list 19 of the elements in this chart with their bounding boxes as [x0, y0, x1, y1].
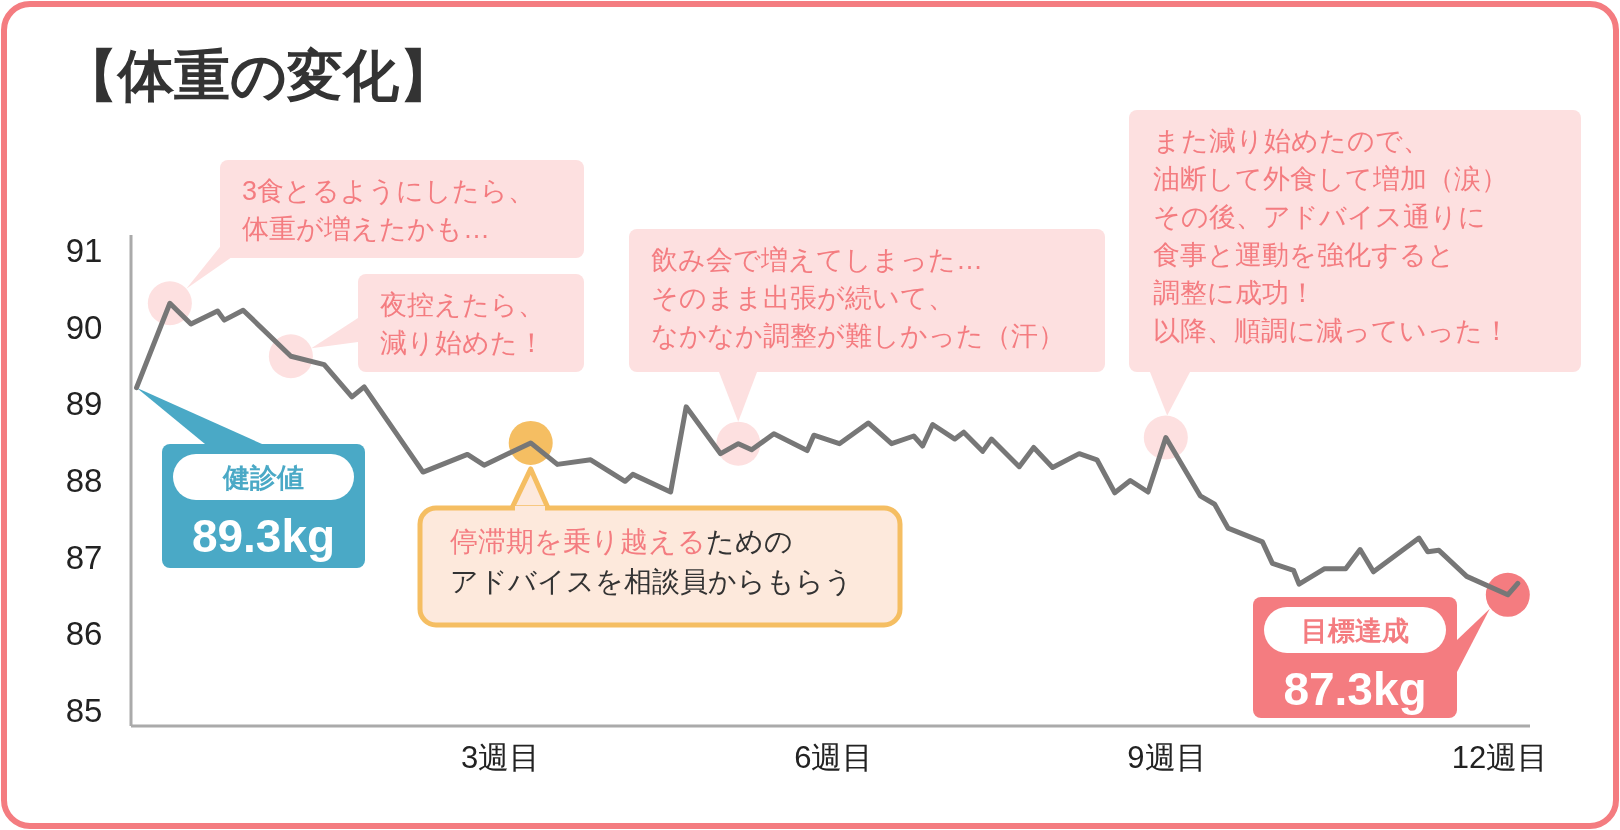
x-tick-label: 6週目: [794, 739, 874, 775]
y-tick-label: 91: [65, 231, 103, 269]
y-tick-label: 89: [65, 385, 103, 423]
y-tick-label: 85: [65, 692, 103, 730]
annotation: また減り始めたので、油断して外食して増加（涙）その後、アドバイス通りに食事と運動を強化すると調整に成功！以降、順調に減っていった！: [1153, 126, 1510, 346]
annotation: 3食とるようにしたら、体重が増えたかも…: [242, 176, 536, 244]
chart-title: 【体重の変化】: [62, 44, 455, 107]
y-tick-label: 86: [65, 615, 103, 653]
y-tick-label: 88: [65, 462, 103, 499]
y-tick-label: 87: [65, 538, 103, 576]
x-tick-label: 3週目: [461, 739, 541, 775]
x-tick-label: 12週目: [1451, 739, 1549, 775]
annotation: 夜控えたら、減り始めた！: [380, 290, 545, 358]
annotation: 飲み会で増えてしまった…そのまま出張が続いて、なかなか調整が難しかった（汗）: [651, 245, 1065, 351]
x-tick-label: 9週目: [1127, 739, 1207, 775]
annotation: 目標達成 87.3kg: [1283, 616, 1427, 715]
y-tick-label: 90: [65, 308, 103, 346]
annotation: 健診値 89.3kg: [191, 463, 336, 562]
annotation: 停滞期を乗り越えるためのアドバイスを相談員からもらう: [450, 526, 853, 597]
